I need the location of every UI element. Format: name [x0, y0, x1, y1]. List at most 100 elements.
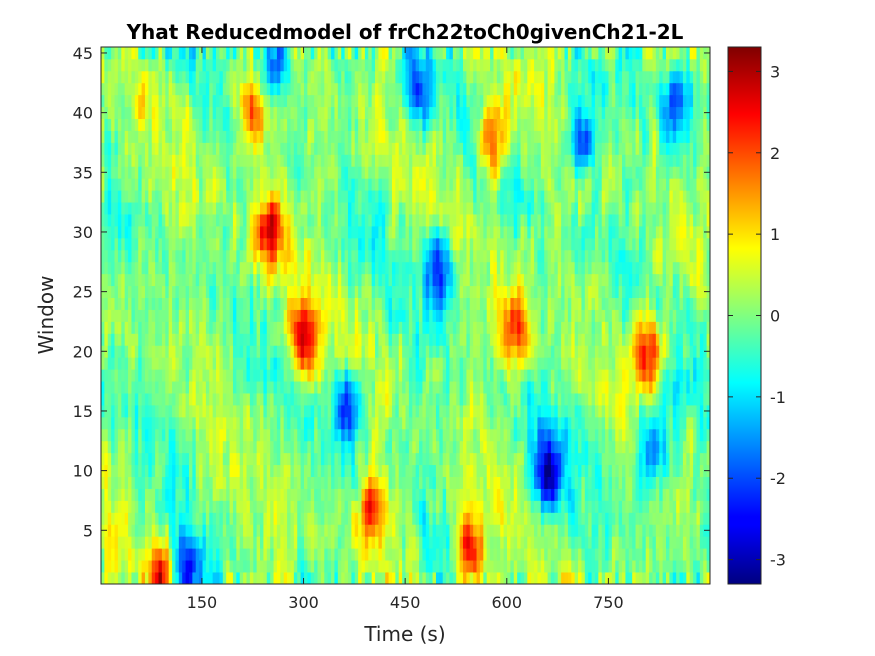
heatmap-cell — [574, 416, 579, 430]
heatmap-cell — [473, 560, 477, 573]
heatmap-cell — [246, 524, 251, 537]
heatmap-cell — [385, 261, 389, 275]
heatmap-cell — [327, 333, 332, 346]
heatmap-cell — [632, 405, 636, 418]
heatmap-cell — [534, 393, 538, 406]
heatmap-cell — [165, 405, 170, 418]
heatmap-cell — [290, 261, 295, 275]
heatmap-cell — [598, 416, 603, 430]
heatmap-cell — [493, 333, 498, 346]
heatmap-cell — [270, 536, 274, 549]
heatmap-cell — [439, 297, 444, 310]
heatmap-cell — [317, 500, 322, 513]
heatmap-cell — [561, 321, 565, 334]
heatmap-cell — [635, 416, 640, 430]
heatmap-cell — [591, 524, 596, 537]
heatmap-cell — [571, 452, 576, 466]
heatmap-cell — [232, 524, 237, 537]
heatmap-cell — [253, 321, 258, 334]
heatmap-cell — [124, 393, 129, 406]
heatmap-cell — [483, 405, 488, 418]
heatmap-cell — [375, 440, 379, 454]
heatmap-cell — [537, 560, 542, 573]
heatmap-cell — [463, 273, 467, 287]
heatmap-cell — [412, 560, 417, 573]
heatmap-cell — [266, 321, 271, 334]
heatmap-cell — [165, 548, 170, 561]
heatmap-cell — [168, 488, 173, 501]
heatmap-cell — [649, 440, 653, 454]
heatmap-cell — [368, 285, 373, 298]
heatmap-cell — [199, 273, 203, 287]
heatmap-cell — [696, 405, 701, 418]
heatmap-cell — [276, 345, 281, 358]
heatmap-cell — [686, 548, 691, 561]
heatmap-cell — [696, 524, 701, 537]
heatmap-cell — [314, 548, 318, 561]
heatmap-cell — [134, 309, 139, 322]
heatmap-cell — [297, 428, 302, 442]
heatmap-cell — [456, 297, 461, 310]
heatmap-cell — [124, 524, 129, 537]
heatmap-cell — [199, 357, 203, 370]
heatmap-cell — [385, 548, 389, 561]
heatmap-cell — [256, 261, 261, 275]
heatmap-cell — [188, 357, 193, 370]
heatmap-cell — [361, 261, 366, 275]
heatmap-cell — [588, 297, 592, 310]
heatmap-cell — [226, 345, 230, 358]
heatmap-cell — [642, 428, 647, 442]
heatmap-cell — [601, 285, 606, 298]
heatmap-cell — [456, 273, 461, 287]
heatmap-cell — [412, 440, 417, 454]
heatmap-cell — [584, 536, 589, 549]
heatmap-cell — [324, 416, 329, 430]
heatmap-cell — [503, 393, 508, 406]
heatmap-cell — [314, 512, 318, 525]
heatmap-cell — [131, 476, 136, 489]
heatmap-cell — [422, 405, 427, 418]
heatmap-cell — [425, 309, 430, 322]
heatmap-cell — [693, 405, 697, 418]
heatmap-cell — [479, 309, 484, 322]
heatmap-cell — [564, 405, 569, 418]
heatmap-cell — [144, 536, 149, 549]
heatmap-cell — [158, 393, 163, 406]
heatmap-cell — [547, 309, 552, 322]
heatmap-cell — [611, 464, 616, 477]
heatmap-cell — [358, 464, 362, 477]
heatmap-cell — [473, 524, 477, 537]
heatmap-cell — [628, 500, 633, 513]
heatmap-cell — [645, 500, 650, 513]
heatmap-cell — [581, 536, 586, 549]
heatmap-cell — [331, 369, 335, 382]
heatmap-cell — [138, 464, 142, 477]
heatmap-cell — [134, 261, 139, 275]
heatmap-cell — [216, 500, 220, 513]
heatmap-cell — [219, 452, 224, 466]
heatmap-cell — [649, 369, 653, 382]
heatmap-cell — [216, 369, 220, 382]
heatmap-cell — [534, 309, 538, 322]
heatmap-cell — [395, 500, 400, 513]
heatmap-cell — [557, 428, 562, 442]
heatmap-cell — [178, 261, 183, 275]
heatmap-cell — [327, 261, 332, 275]
heatmap-cell — [229, 572, 234, 585]
heatmap-cell — [371, 345, 376, 358]
heatmap-cell — [337, 393, 342, 406]
heatmap-cell — [381, 321, 386, 334]
heatmap-cell — [172, 273, 176, 287]
heatmap-cell — [347, 452, 352, 466]
heatmap-cell — [571, 560, 576, 573]
heatmap-cell — [347, 416, 352, 430]
heatmap-cell — [276, 572, 281, 585]
heatmap-cell — [419, 524, 423, 537]
heatmap-cell — [334, 440, 339, 454]
heatmap-cell — [520, 488, 525, 501]
heatmap-cell — [622, 452, 626, 466]
heatmap-cell — [375, 524, 379, 537]
heatmap-cell — [358, 273, 362, 287]
heatmap-cell — [466, 273, 471, 287]
heatmap-cell — [168, 333, 173, 346]
